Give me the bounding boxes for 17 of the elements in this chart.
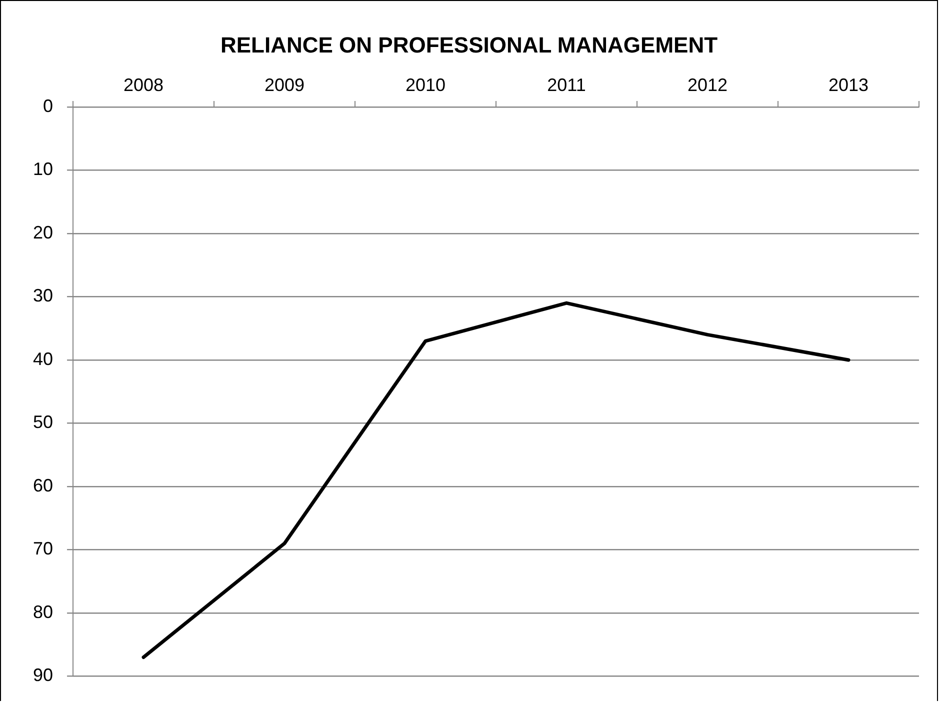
y-tick-label: 10 <box>32 159 54 180</box>
y-tick-label: 20 <box>32 222 54 242</box>
y-tick-label: 60 <box>32 475 54 496</box>
x-tick-label: 2013 <box>828 75 869 96</box>
y-tick-label: 30 <box>32 286 54 306</box>
chart-title: RELIANCE ON PROFESSIONAL MANAGEMENT <box>220 32 718 58</box>
x-tick-label: 2008 <box>123 75 164 96</box>
y-tick-label: 90 <box>32 665 54 686</box>
x-tick-label: 2011 <box>547 75 586 96</box>
y-tick-label: 80 <box>32 602 54 622</box>
x-tick-label: 2010 <box>405 75 446 96</box>
y-tick-label: 50 <box>32 412 54 432</box>
y-tick-label: 40 <box>32 348 54 369</box>
y-tick-label: 70 <box>32 538 54 559</box>
y-tick-label: 0 <box>43 96 54 116</box>
x-tick-label: 2009 <box>264 75 305 96</box>
x-tick-label: 2012 <box>687 75 728 96</box>
